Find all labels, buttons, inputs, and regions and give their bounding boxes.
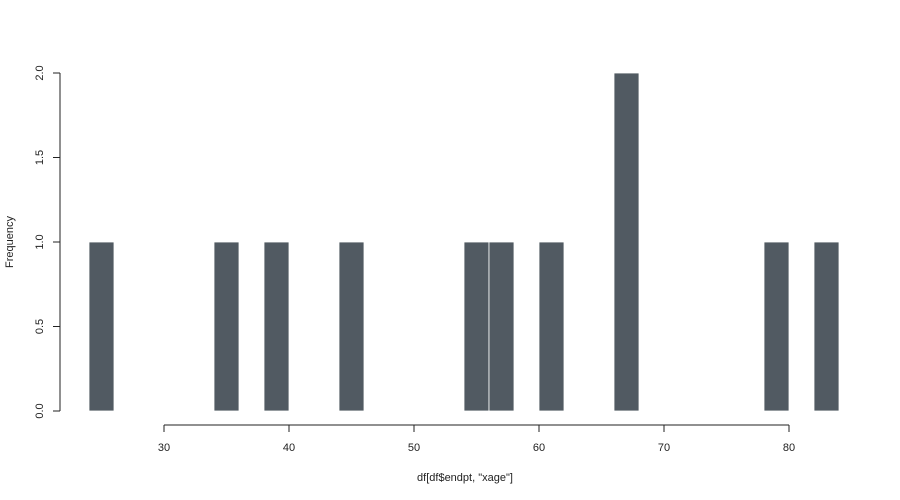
bar <box>463 241 490 412</box>
bar <box>88 241 115 412</box>
y-tick-label: 2.0 <box>34 65 46 80</box>
y-tick-label: 0.5 <box>34 319 46 334</box>
x-tick-label: 60 <box>533 442 545 454</box>
bar <box>263 241 290 412</box>
x-tick-label: 80 <box>783 442 795 454</box>
bar <box>613 72 640 412</box>
bar <box>338 241 365 412</box>
y-axis-label: Frequency <box>4 216 16 268</box>
y-tick-label: 0.0 <box>34 403 46 418</box>
bar <box>213 241 240 412</box>
x-tick-label: 70 <box>658 442 670 454</box>
bar <box>813 241 840 412</box>
y-tick-label: 1.5 <box>34 150 46 165</box>
bar <box>488 241 515 412</box>
bar <box>538 241 565 412</box>
x-tick-label: 40 <box>283 442 295 454</box>
x-tick-label: 50 <box>408 442 420 454</box>
y-tick-label: 1.0 <box>34 234 46 249</box>
bar <box>763 241 790 412</box>
x-axis-label: df[df$endpt, "xage"] <box>417 472 513 484</box>
x-tick-label: 30 <box>158 442 170 454</box>
